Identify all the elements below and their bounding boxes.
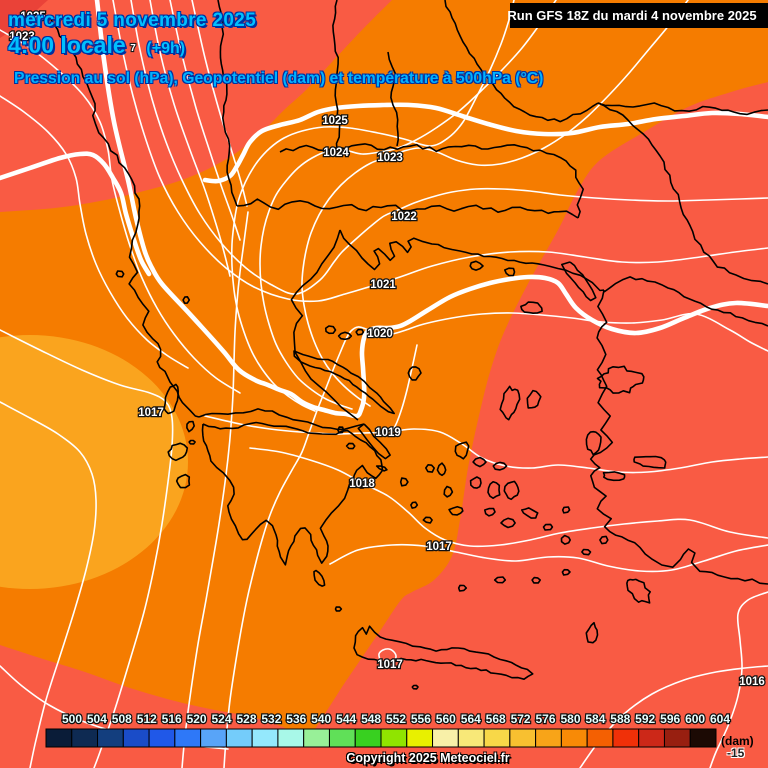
svg-text:564: 564 — [461, 712, 481, 726]
svg-text:600: 600 — [685, 712, 705, 726]
svg-text:548: 548 — [361, 712, 381, 726]
svg-text:7: 7 — [130, 43, 136, 54]
svg-text:1025: 1025 — [20, 11, 46, 23]
svg-text:512: 512 — [137, 712, 157, 726]
svg-text:524: 524 — [211, 712, 231, 726]
svg-text:1020: 1020 — [367, 328, 393, 340]
svg-text:1024: 1024 — [323, 147, 349, 159]
svg-text:520: 520 — [187, 712, 207, 726]
svg-text:556: 556 — [411, 712, 431, 726]
svg-text:1023: 1023 — [9, 31, 35, 43]
svg-text:500: 500 — [62, 712, 82, 726]
svg-text:1025: 1025 — [322, 115, 348, 127]
svg-text:540: 540 — [311, 712, 331, 726]
svg-text:584: 584 — [585, 712, 605, 726]
svg-text:1016: 1016 — [739, 676, 765, 688]
svg-text:504: 504 — [87, 712, 107, 726]
svg-text:1017: 1017 — [377, 659, 403, 671]
svg-text:1018: 1018 — [349, 478, 375, 490]
svg-text:1017: 1017 — [138, 407, 164, 419]
svg-text:592: 592 — [635, 712, 655, 726]
svg-text:528: 528 — [236, 712, 256, 726]
svg-text:1021: 1021 — [370, 279, 396, 291]
svg-text:536: 536 — [286, 712, 306, 726]
svg-text:576: 576 — [535, 712, 555, 726]
svg-text:508: 508 — [112, 712, 132, 726]
svg-text:1017: 1017 — [426, 541, 452, 553]
svg-text:604: 604 — [710, 712, 730, 726]
svg-text:1019: 1019 — [375, 427, 401, 439]
svg-text:516: 516 — [162, 712, 182, 726]
svg-text:532: 532 — [261, 712, 281, 726]
svg-text:1023: 1023 — [377, 152, 403, 164]
svg-text:572: 572 — [511, 712, 531, 726]
svg-text:568: 568 — [486, 712, 506, 726]
svg-text:560: 560 — [436, 712, 456, 726]
svg-text:580: 580 — [560, 712, 580, 726]
svg-text:552: 552 — [386, 712, 406, 726]
svg-text:544: 544 — [336, 712, 356, 726]
svg-text:1022: 1022 — [391, 211, 417, 223]
svg-text:596: 596 — [660, 712, 680, 726]
svg-text:588: 588 — [610, 712, 630, 726]
